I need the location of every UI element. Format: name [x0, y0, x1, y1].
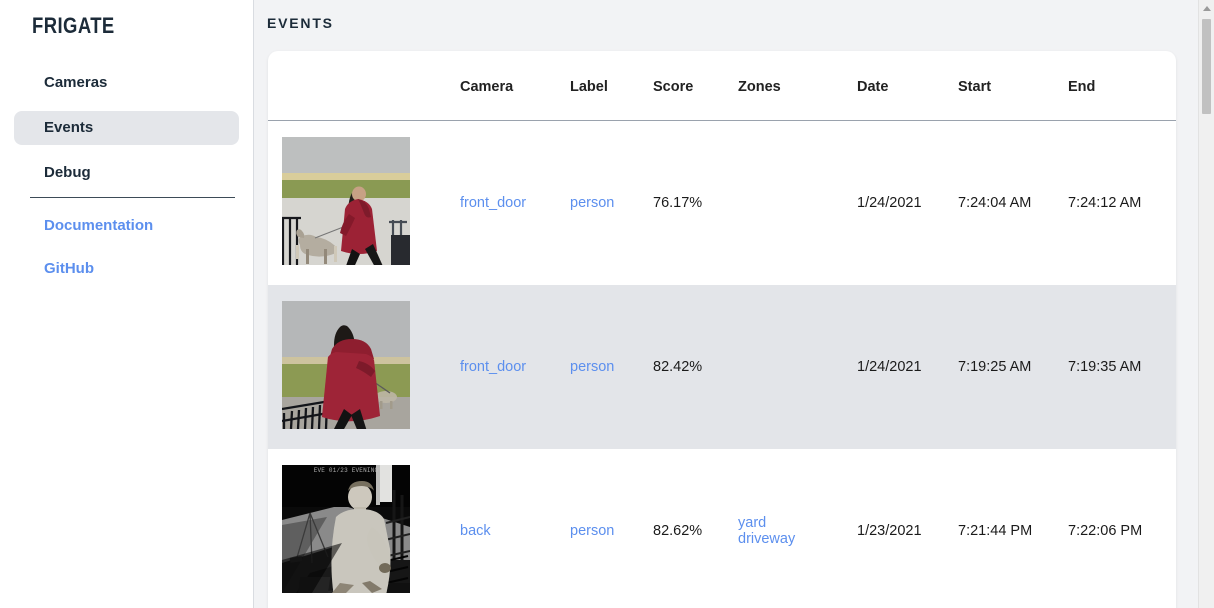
svg-text:EVE 01/23 EVENING: EVE 01/23 EVENING: [314, 467, 379, 474]
